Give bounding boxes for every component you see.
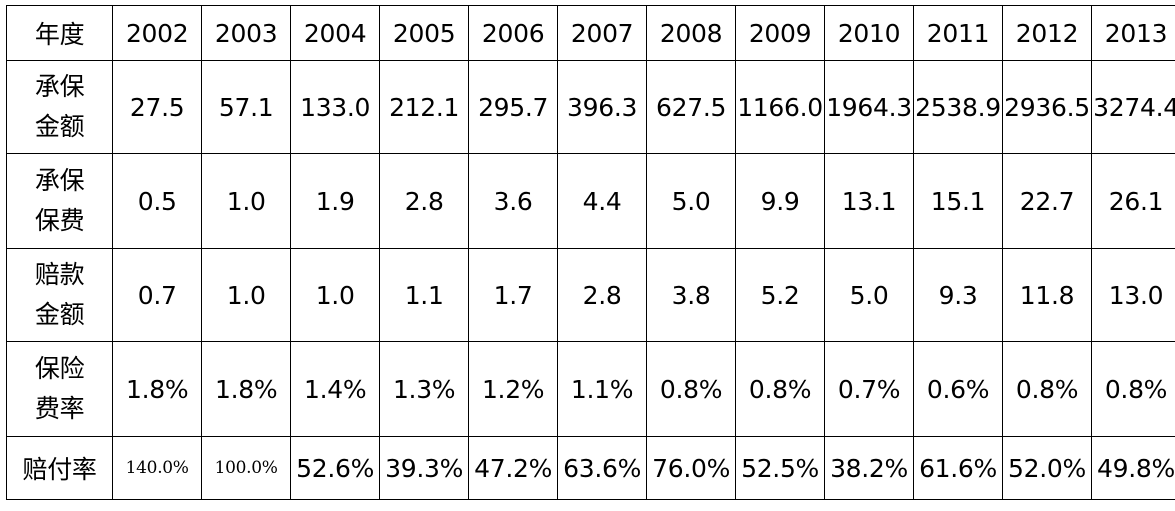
value-cell: 5.2 [735, 248, 826, 342]
value-cell: 3.8 [646, 248, 737, 342]
value-cell: 38.2% [824, 436, 915, 500]
row-label-cell: 承保 保费 [5, 153, 114, 249]
value-cell: 212.1 [379, 60, 470, 154]
insurance-data-table: 年度 2002 2003 2004 2005 2006 2007 2008 20… [5, 5, 1175, 500]
year-cell: 2010 [824, 5, 915, 61]
value-cell: 1.8% [112, 341, 203, 437]
value-cell: 0.5 [112, 153, 203, 249]
value-cell: 295.7 [468, 60, 559, 154]
table-row: 赔付率 140.0% 100.0% 52.6% 39.3% 47.2% 63.6… [5, 436, 1175, 500]
value-cell: 13.1 [824, 153, 915, 249]
value-cell: 1.4% [290, 341, 381, 437]
value-cell: 1.8% [201, 341, 292, 437]
year-cell: 2007 [557, 5, 648, 61]
value-cell: 47.2% [468, 436, 559, 500]
year-cell: 2012 [1002, 5, 1092, 61]
value-cell: 27.5 [112, 60, 203, 154]
row-label-line: 金额 [34, 300, 85, 329]
row-label-line: 费率 [34, 394, 85, 423]
value-cell: 57.1 [201, 60, 292, 154]
value-cell: 0.8% [646, 341, 737, 437]
table-row: 承保 金额 27.5 57.1 133.0 212.1 295.7 396.3 … [5, 60, 1175, 154]
value-cell: 26.1 [1091, 153, 1175, 249]
row-label-line: 保费 [34, 206, 85, 235]
value-cell: 1.1% [557, 341, 648, 437]
value-cell: 0.8% [735, 341, 826, 437]
value-cell: 2936.5 [1002, 60, 1092, 154]
year-cell: 2004 [290, 5, 381, 61]
value-cell: 1.3% [379, 341, 470, 437]
value-cell: 0.8% [1002, 341, 1092, 437]
row-label-cell: 保险 费率 [5, 341, 114, 437]
value-cell: 13.0 [1091, 248, 1175, 342]
value-cell: 133.0 [290, 60, 381, 154]
value-cell: 2538.9 [913, 60, 1004, 154]
year-cell: 2011 [913, 5, 1004, 61]
value-cell: 5.0 [824, 248, 915, 342]
row-label-cell: 承保 金额 [5, 60, 114, 154]
value-cell: 4.4 [557, 153, 648, 249]
value-cell: 0.7 [112, 248, 203, 342]
table-row: 承保 保费 0.5 1.0 1.9 2.8 3.6 4.4 5.0 9.9 13… [5, 153, 1175, 249]
value-cell: 11.8 [1002, 248, 1092, 342]
value-cell: 1166.0 [735, 60, 826, 154]
value-cell: 76.0% [646, 436, 737, 500]
value-cell: 1.0 [290, 248, 381, 342]
value-cell: 63.6% [557, 436, 648, 500]
value-cell: 9.3 [913, 248, 1004, 342]
row-label-line: 承保 [34, 166, 85, 195]
value-cell: 2.8 [557, 248, 648, 342]
row-label-cell: 赔款 金额 [5, 248, 114, 342]
row-label-line: 保险 [34, 354, 85, 383]
table-row: 赔款 金额 0.7 1.0 1.0 1.1 1.7 2.8 3.8 5.2 5.… [5, 248, 1175, 342]
value-cell: 1.7 [468, 248, 559, 342]
year-cell: 2005 [379, 5, 470, 61]
row-label-line: 承保 [34, 72, 85, 101]
row-label-line: 赔款 [34, 260, 85, 289]
value-cell: 1.1 [379, 248, 470, 342]
value-cell: 49.8% [1091, 436, 1175, 500]
value-cell: 39.3% [379, 436, 470, 500]
value-cell: 15.1 [913, 153, 1004, 249]
value-cell: 1.0 [201, 153, 292, 249]
header-label-cell: 年度 [5, 5, 114, 61]
value-cell: 1.9 [290, 153, 381, 249]
value-cell: 3.6 [468, 153, 559, 249]
value-cell: 100.0% [201, 436, 292, 500]
value-cell: 140.0% [112, 436, 203, 500]
value-cell: 1964.3 [824, 60, 915, 154]
value-cell: 0.6% [913, 341, 1004, 437]
row-label-line: 金额 [34, 112, 85, 141]
value-cell: 22.7 [1002, 153, 1092, 249]
value-cell: 52.6% [290, 436, 381, 500]
year-cell: 2006 [468, 5, 559, 61]
value-cell: 9.9 [735, 153, 826, 249]
year-cell: 2003 [201, 5, 292, 61]
value-cell: 0.7% [824, 341, 915, 437]
year-cell: 2008 [646, 5, 737, 61]
value-cell: 396.3 [557, 60, 648, 154]
value-cell: 1.2% [468, 341, 559, 437]
value-cell: 627.5 [646, 60, 737, 154]
year-cell: 2013 [1091, 5, 1175, 61]
value-cell: 5.0 [646, 153, 737, 249]
value-cell: 1.0 [201, 248, 292, 342]
value-cell: 3274.4 [1091, 60, 1175, 154]
value-cell: 61.6% [913, 436, 1004, 500]
year-cell: 2002 [112, 5, 203, 61]
value-cell: 52.5% [735, 436, 826, 500]
value-cell: 2.8 [379, 153, 470, 249]
table-row: 保险 费率 1.8% 1.8% 1.4% 1.3% 1.2% 1.1% 0.8%… [5, 341, 1175, 437]
header-row: 年度 2002 2003 2004 2005 2006 2007 2008 20… [5, 5, 1175, 61]
year-cell: 2009 [735, 5, 826, 61]
value-cell: 0.8% [1091, 341, 1175, 437]
row-label-cell: 赔付率 [5, 436, 114, 500]
value-cell: 52.0% [1002, 436, 1092, 500]
